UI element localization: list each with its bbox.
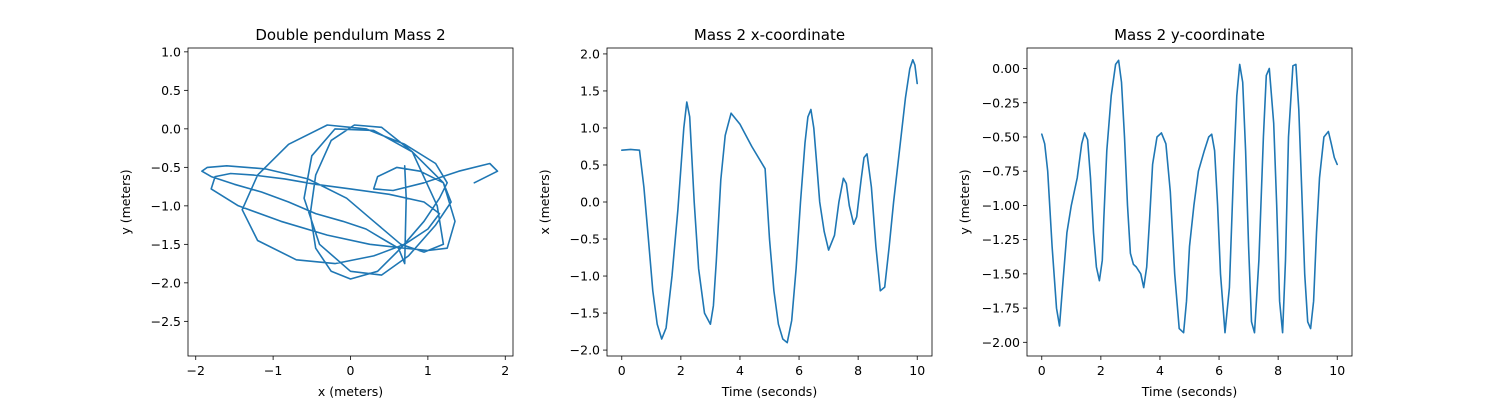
y-axis-label: x (meters) [537,169,552,234]
x-tick-label: 6 [795,363,803,378]
x-tick-label: 1 [424,363,432,378]
x-tick-label: 0 [1038,363,1046,378]
chart-title: Mass 2 x-coordinate [694,26,845,44]
y-tick-label: 1.0 [580,120,600,135]
y-tick-label: −2.0 [570,343,600,358]
y-tick-label: −0.50 [982,129,1020,144]
y-tick-label: 2.0 [580,46,600,61]
x-tick-label: 2 [677,363,685,378]
x-tick-label: −1 [264,363,282,378]
y-tick-label: 0.5 [161,83,181,98]
y-tick-label: −0.25 [982,95,1020,110]
y-tick-label: −0.75 [982,164,1020,179]
chart-title: Double pendulum Mass 2 [255,26,445,44]
y-tick-label: 0.00 [992,61,1020,76]
x-tick-label: 8 [854,363,862,378]
x-tick-label: 10 [1329,363,1345,378]
y-tick-label: 0.0 [580,195,600,210]
chart-panel-3: 0 2 4 6 8 10 0.00 −0.25 −0.50 −0.75 −1.00 −1.25 −1.5… [957,26,1353,399]
y-axis-label: y (meters) [118,169,133,234]
series-line-1-1 [201,124,499,280]
y-tick-label: −1.0 [151,198,181,213]
y-tick-label: −1.50 [982,266,1020,281]
x-tick-label: −2 [187,363,205,378]
chart-panel-1: −2 −1 0 1 2 1.0 0.5 0.0 −0.5 −1.0 −1.5 −2.0 −2.5 Doub… [118,26,514,399]
x-tick-label: 2 [1097,363,1105,378]
chart-title: Mass 2 y-coordinate [1114,26,1265,44]
x-axis-label: x (meters) [318,384,383,399]
x-tick-label: 8 [1274,363,1282,378]
y-tick-label: −1.5 [151,237,181,252]
series-line-3-1 [1041,59,1338,334]
y-tick-label: −1.0 [570,269,600,284]
y-axis-label: y (meters) [957,169,972,234]
x-tick-label: 10 [909,363,925,378]
y-tick-label: 0.0 [161,121,181,136]
y-tick-label: −1.25 [982,232,1020,247]
y-tick-label: −1.75 [982,301,1020,316]
x-tick-label: 0 [618,363,626,378]
y-tick-label: −2.5 [151,314,181,329]
x-axis-label: Time (seconds) [1141,384,1237,399]
x-tick-label: 0 [347,363,355,378]
y-tick-label: −1.5 [570,306,600,321]
y-tick-label: −1.00 [982,198,1020,213]
y-tick-label: 0.5 [580,157,600,172]
x-tick-label: 4 [736,363,744,378]
y-tick-label: 1.5 [580,83,600,98]
x-tick-label: 2 [501,363,509,378]
x-axis-label: Time (seconds) [721,384,817,399]
plot-frame [1026,47,1353,357]
y-tick-label: −2.0 [151,275,181,290]
x-tick-label: 4 [1156,363,1164,378]
chart-panel-2: 0 2 4 6 8 10 2.0 1.5 1.0 0.5 0.0 −0.5 −1.0 −1.5 −2.0 Ma… [537,26,933,399]
x-tick-label: 6 [1215,363,1223,378]
series-line-2-1 [620,58,919,344]
y-tick-label: −0.5 [570,232,600,247]
y-tick-label: −0.5 [151,160,181,175]
y-tick-label: 1.0 [161,44,181,59]
y-tick-label: −2.00 [982,335,1020,350]
